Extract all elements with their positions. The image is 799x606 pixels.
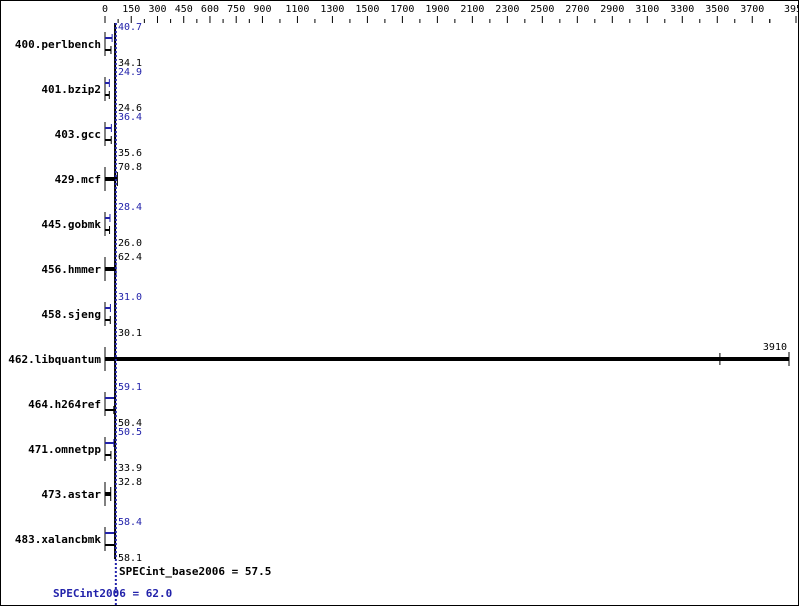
peak-value-label: 59.1 xyxy=(118,382,142,393)
x-tick-label: 3950 xyxy=(784,4,798,15)
benchmark-label: 464.h264ref xyxy=(28,398,101,411)
base-value-label: 34.1 xyxy=(118,58,142,69)
x-tick-label: 0 xyxy=(102,4,108,15)
base-value-label: 32.8 xyxy=(118,477,142,488)
x-tick-label: 2100 xyxy=(460,4,484,15)
base-value-label: 3910 xyxy=(763,342,787,353)
x-tick-label: 1500 xyxy=(355,4,379,15)
x-tick-label: 2700 xyxy=(565,4,589,15)
x-tick-label: 2900 xyxy=(600,4,624,15)
benchmark-label: 400.perlbench xyxy=(15,38,101,51)
benchmark-label: 429.mcf xyxy=(55,173,101,186)
x-tick-label: 2500 xyxy=(530,4,554,15)
x-tick-label: 150 xyxy=(122,4,140,15)
peak-value-label: 58.4 xyxy=(118,517,142,528)
peak-value-label: 50.5 xyxy=(118,427,142,438)
peak-value-label: 40.7 xyxy=(118,22,142,33)
benchmark-label: 456.hmmer xyxy=(41,263,101,276)
benchmark-label: 483.xalancbmk xyxy=(15,533,101,546)
peak-value-label: 28.4 xyxy=(118,202,142,213)
x-tick-label: 1900 xyxy=(425,4,449,15)
base-value-label: 70.8 xyxy=(118,162,142,173)
base-value-label: 26.0 xyxy=(118,238,142,249)
peak-value-label: 36.4 xyxy=(118,112,142,123)
base-value-label: 35.6 xyxy=(118,148,142,159)
x-tick-label: 600 xyxy=(201,4,219,15)
benchmark-label: 473.astar xyxy=(41,488,101,501)
benchmark-label: 458.sjeng xyxy=(41,308,101,321)
base-value-label: 24.6 xyxy=(118,103,142,114)
peak-summary-label: SPECint2006 = 62.0 xyxy=(53,587,172,600)
x-tick-label: 450 xyxy=(175,4,193,15)
benchmark-label: 401.bzip2 xyxy=(41,83,101,96)
x-tick-label: 3300 xyxy=(670,4,694,15)
x-tick-label: 2300 xyxy=(495,4,519,15)
benchmark-label: 462.libquantum xyxy=(8,353,101,366)
base-value-label: 33.9 xyxy=(118,463,142,474)
base-value-label: 30.1 xyxy=(118,328,142,339)
benchmark-label: 471.omnetpp xyxy=(28,443,101,456)
base-value-label: 50.4 xyxy=(118,418,142,429)
benchmark-label: 445.gobmk xyxy=(41,218,101,231)
x-tick-label: 1300 xyxy=(320,4,344,15)
x-tick-label: 3100 xyxy=(635,4,659,15)
x-tick-label: 900 xyxy=(253,4,271,15)
x-tick-label: 1700 xyxy=(390,4,414,15)
base-value-label: 62.4 xyxy=(118,252,142,263)
peak-value-label: 24.9 xyxy=(118,67,142,78)
x-tick-label: 3700 xyxy=(740,4,764,15)
benchmark-label: 403.gcc xyxy=(55,128,101,141)
x-tick-label: 750 xyxy=(227,4,245,15)
base-summary-label: SPECint_base2006 = 57.5 xyxy=(119,565,271,578)
x-tick-label: 300 xyxy=(148,4,166,15)
x-tick-label: 3500 xyxy=(705,4,729,15)
x-tick-label: 1100 xyxy=(285,4,309,15)
base-value-label: 58.1 xyxy=(118,553,142,564)
peak-value-label: 31.0 xyxy=(118,292,142,303)
